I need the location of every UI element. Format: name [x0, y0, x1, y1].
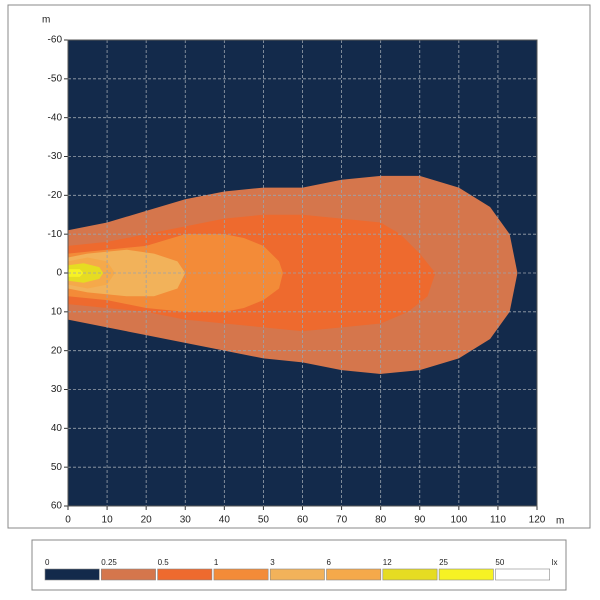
y-tick-label: 40	[51, 423, 63, 434]
x-tick-label: 70	[336, 515, 348, 526]
legend-label: 25	[439, 558, 448, 567]
chart-frame	[7, 4, 591, 529]
y-tick-label: 0	[56, 268, 62, 279]
y-tick-label: -60	[48, 35, 63, 46]
x-tick-label: 120	[529, 515, 546, 526]
y-tick-label: 60	[51, 501, 63, 512]
x-tick-label: 50	[258, 515, 270, 526]
legend-swatch	[213, 568, 269, 581]
legend-label: 0	[45, 558, 50, 567]
legend-swatch	[157, 568, 213, 581]
y-tick-label: -50	[48, 73, 63, 84]
x-tick-label: 10	[102, 515, 114, 526]
legend-swatch	[382, 568, 438, 581]
x-tick-label: 40	[219, 515, 231, 526]
legend-label: 6	[327, 558, 332, 567]
y-tick-label: -10	[48, 229, 63, 240]
x-tick-label: 80	[375, 515, 387, 526]
legend-frame	[31, 539, 567, 591]
legend-label: 0.5	[158, 558, 170, 567]
legend-swatch	[269, 568, 325, 581]
x-tick-label: 20	[141, 515, 153, 526]
legend-label: 0.25	[101, 558, 117, 567]
legend-label: 12	[383, 558, 392, 567]
x-tick-label: 100	[450, 515, 467, 526]
x-tick-label: 0	[65, 515, 71, 526]
legend-swatch	[101, 568, 156, 581]
legend-label: 50	[495, 558, 504, 567]
x-tick-label: 110	[490, 515, 506, 526]
y-tick-label: 50	[51, 462, 63, 473]
legend-unit: lx	[552, 558, 558, 567]
y-tick-label: -20	[48, 190, 63, 201]
x-tick-label: 30	[180, 515, 192, 526]
y-tick-label: 20	[51, 345, 63, 356]
y-tick-label: 10	[51, 306, 63, 317]
x-tick-label: 90	[414, 515, 426, 526]
legend-label: 1	[214, 558, 219, 567]
legend-swatch	[495, 568, 550, 581]
y-tick-label: -40	[48, 112, 63, 123]
legend-swatch	[326, 568, 382, 581]
legend-label: 3	[270, 558, 275, 567]
x-tick-label: 60	[297, 515, 309, 526]
legend-swatch	[438, 568, 494, 581]
plot-border	[67, 39, 538, 507]
legend-swatch	[44, 568, 100, 581]
x-axis-label: m	[556, 516, 564, 527]
y-tick-label: 30	[51, 384, 63, 395]
y-tick-label: -30	[48, 151, 63, 162]
y-axis-label: m	[42, 15, 50, 26]
